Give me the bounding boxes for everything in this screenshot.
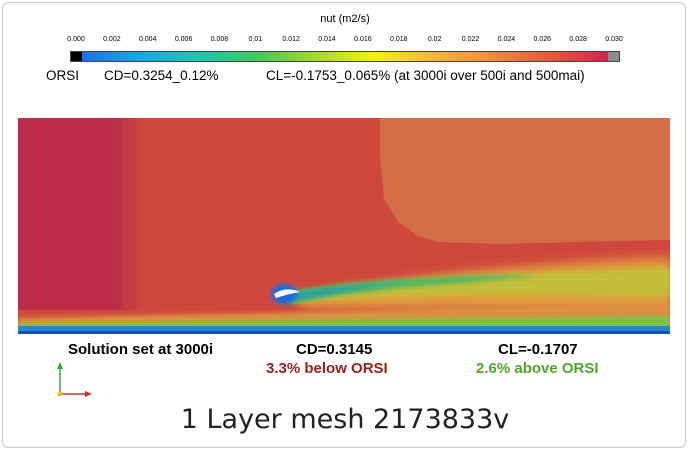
colorbar-tick-label: 0.028 bbox=[569, 36, 587, 43]
colorbar-tick-label: 0.026 bbox=[533, 36, 552, 43]
cd-delta: 3.3% below ORSI bbox=[266, 360, 388, 377]
colorbar-tick-label: 0.008 bbox=[210, 36, 229, 43]
colorbar-title: nut (m2/s) bbox=[320, 13, 370, 25]
flow-field-plot bbox=[18, 118, 670, 334]
colorbar-tick-label: 0.012 bbox=[282, 36, 300, 43]
reference-cd: CD=0.3254_0.12% bbox=[104, 68, 219, 83]
colorbar-tick-label: 0.030 bbox=[605, 36, 623, 43]
reference-label: ORSI bbox=[46, 68, 80, 83]
colorbar-tick-label: 0.000 bbox=[67, 36, 85, 43]
cl-delta: 2.6% above ORSI bbox=[476, 360, 599, 377]
solution-label: Solution set at 3000i bbox=[68, 341, 214, 358]
colorbar bbox=[70, 51, 620, 62]
caption: 1 Layer mesh 2173833v bbox=[180, 404, 510, 435]
colorbar-tick-label: 0.018 bbox=[390, 36, 408, 43]
colorbar-tick-label: 0.02 bbox=[427, 36, 442, 43]
colorbar-tick-label: 0.004 bbox=[138, 36, 157, 43]
colorbar-tick-label: 0.014 bbox=[318, 36, 336, 43]
colorbar-tick-label: 0.002 bbox=[103, 36, 121, 43]
colorbar-tick-label: 0.022 bbox=[461, 36, 480, 43]
colorbar-tick-label: 0.01 bbox=[248, 36, 263, 43]
xyz-axes-triad-icon bbox=[48, 360, 98, 400]
reference-line: ORSI CD=0.3254_0.12% CL=-0.1753_0.065% (… bbox=[0, 68, 690, 86]
solution-cd: CD=0.3145 bbox=[296, 341, 373, 358]
solution-cl: CL=-0.1707 bbox=[498, 341, 578, 358]
figure-frame bbox=[2, 2, 686, 448]
colorbar-ticks: 0.000 0.002 0.004 0.006 0.008 0.01 0.012 0.014 0… bbox=[0, 36, 690, 48]
colorbar-tick-label: 0.006 bbox=[174, 36, 193, 43]
colorbar-tick-label: 0.024 bbox=[497, 36, 516, 43]
reference-cl: CL=-0.1753_0.065% (at 3000i over 500i an… bbox=[266, 68, 585, 83]
flow-field-image bbox=[18, 118, 670, 334]
colorbar-tick-label: 0.016 bbox=[354, 36, 372, 43]
